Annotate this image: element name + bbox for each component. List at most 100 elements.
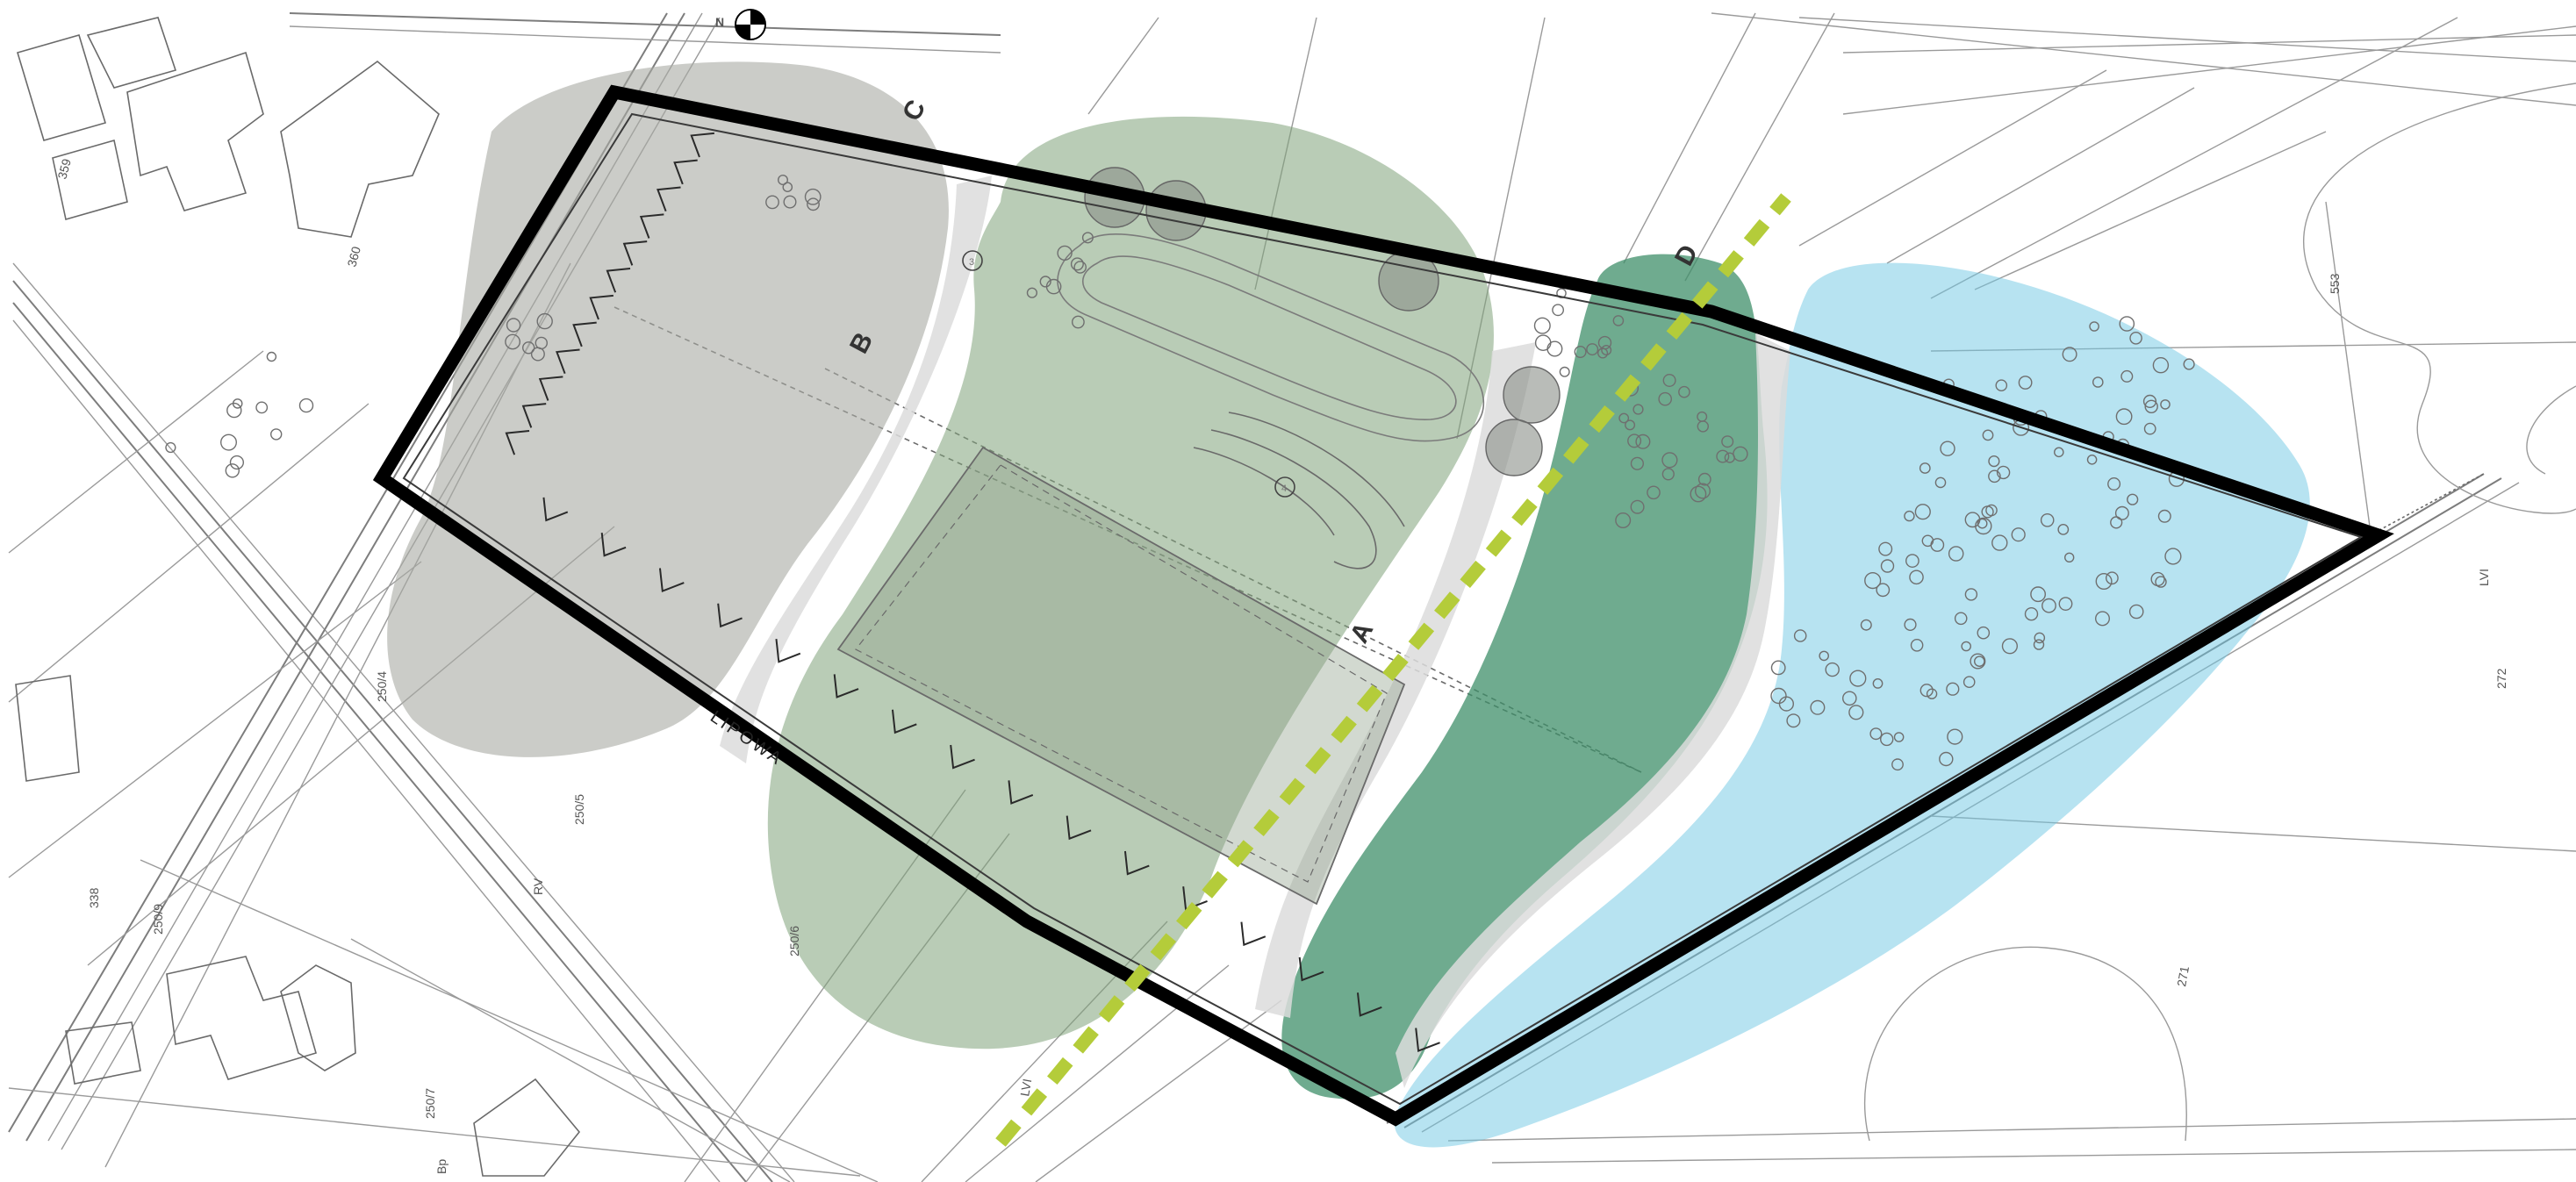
tree-symbol	[298, 398, 314, 413]
tree-symbol	[225, 463, 240, 478]
tree-symbol	[1721, 435, 1734, 448]
parcel-labels: 359 360 250/4 250/5 250/6 250/7 250/9 27…	[54, 157, 2508, 1174]
triangle-marker	[1415, 1028, 1440, 1053]
tree-symbol	[1081, 232, 1094, 244]
site-boundary	[372, 84, 2394, 1127]
triangle-marker	[833, 674, 859, 698]
site-features	[720, 176, 1790, 1088]
svg-text:3: 3	[969, 257, 974, 268]
parcel-label: 359	[54, 157, 74, 181]
tree-symbol	[1618, 412, 1630, 424]
parcel-label: 553	[2328, 273, 2342, 294]
tree-symbol	[1559, 366, 1570, 377]
triangle-marker	[1298, 956, 1324, 982]
tree-symbol	[1786, 713, 1801, 728]
triangle-marker	[600, 533, 627, 557]
tree-symbol	[807, 197, 820, 211]
tree-symbol	[1869, 727, 1883, 741]
tree-symbol	[782, 182, 793, 192]
north-arrow: N	[715, 9, 766, 40]
canopy-tree	[1503, 366, 1561, 424]
tree-symbol	[2063, 552, 2075, 562]
triangle-marker	[538, 376, 563, 401]
tree-symbol	[1973, 655, 1985, 668]
tree-symbol	[2119, 316, 2135, 332]
tree-symbol	[2094, 611, 2110, 627]
tree-symbol	[1552, 304, 1565, 317]
parcel-label: 250/7	[423, 1088, 437, 1119]
tree-symbol	[506, 318, 521, 333]
tree-symbol	[1825, 662, 1840, 677]
tree-symbol	[2041, 598, 2056, 613]
tree-symbol	[1661, 452, 1678, 469]
tree-symbol	[1533, 317, 1551, 334]
tree-symbol	[1996, 465, 2011, 480]
tree-symbol	[1940, 441, 1955, 456]
triangle-marker	[1356, 992, 1382, 1017]
tree-symbol	[165, 441, 176, 454]
tree-symbol	[266, 351, 277, 362]
tree-symbol	[2105, 571, 2119, 585]
triangle-marker	[891, 709, 917, 734]
tree-symbol	[1733, 446, 1748, 462]
tree-symbol	[1630, 499, 1645, 514]
triangle-marker	[657, 186, 681, 212]
tree-symbol	[1934, 476, 1947, 489]
tree-symbol	[1988, 469, 2001, 484]
callout-3: 3	[962, 250, 983, 271]
tree-symbol	[1770, 660, 1786, 676]
tree-symbol	[2011, 527, 2026, 542]
tree-symbol	[1635, 433, 1651, 449]
tree-symbol	[1982, 429, 1994, 441]
tree-symbol	[2120, 369, 2134, 383]
triangle-marker	[521, 403, 547, 428]
tree-symbol	[2142, 394, 2157, 409]
tree-symbol	[1948, 546, 1964, 562]
tree-symbol	[2001, 638, 2018, 655]
zone-park	[767, 116, 1494, 1049]
parcel-label: 250/9	[151, 904, 165, 935]
tree-symbol	[1995, 379, 2008, 392]
boundary-triangle-markers	[505, 132, 1440, 1053]
zone-woodland	[1281, 254, 1768, 1100]
tree-symbol	[1661, 468, 1675, 481]
tree-symbol	[1597, 347, 1609, 359]
tree-symbol	[1879, 732, 1894, 747]
tree-symbol	[1919, 684, 1934, 698]
triangle-marker	[673, 159, 698, 185]
tree-symbol	[2107, 477, 2121, 491]
tree-symbol	[2164, 548, 2182, 565]
tree-symbol	[1716, 449, 1730, 463]
canopy-tree	[1485, 419, 1543, 476]
tree-symbol	[1970, 653, 1986, 670]
tree-symbol	[2018, 376, 2033, 390]
tree-symbol	[1039, 276, 1051, 288]
tree-symbol	[1647, 485, 1661, 500]
parcel-label: LVI	[2477, 569, 2491, 586]
tree-symbol	[1947, 728, 1963, 745]
tree-symbol	[535, 336, 548, 350]
tree-symbol	[1910, 639, 1924, 652]
tree-symbol	[1977, 626, 1991, 640]
tree-symbol	[804, 188, 822, 205]
triangle-marker	[1008, 780, 1034, 805]
tree-symbol	[1612, 315, 1625, 326]
tree-symbol	[1991, 534, 2008, 551]
triangle-marker	[1066, 815, 1092, 841]
tree-symbol	[1697, 472, 1711, 486]
tree-symbol	[522, 341, 535, 355]
parcel-label: 250/4	[375, 671, 389, 702]
tree-symbol	[1601, 345, 1612, 356]
triangle-marker	[690, 132, 714, 158]
tree-symbol	[1904, 510, 1915, 522]
parcel-label: 272	[2494, 668, 2508, 689]
triangle-marker	[556, 348, 580, 375]
tree-symbol	[765, 195, 779, 210]
tree-symbol	[1905, 554, 1919, 568]
axis-line	[995, 193, 1791, 1147]
tree-symbol	[2062, 347, 2077, 362]
tree-symbol	[1534, 334, 1552, 352]
tree-symbol	[1919, 462, 1931, 474]
tree-symbol	[1073, 261, 1087, 274]
tree-symbol	[1909, 570, 1924, 585]
